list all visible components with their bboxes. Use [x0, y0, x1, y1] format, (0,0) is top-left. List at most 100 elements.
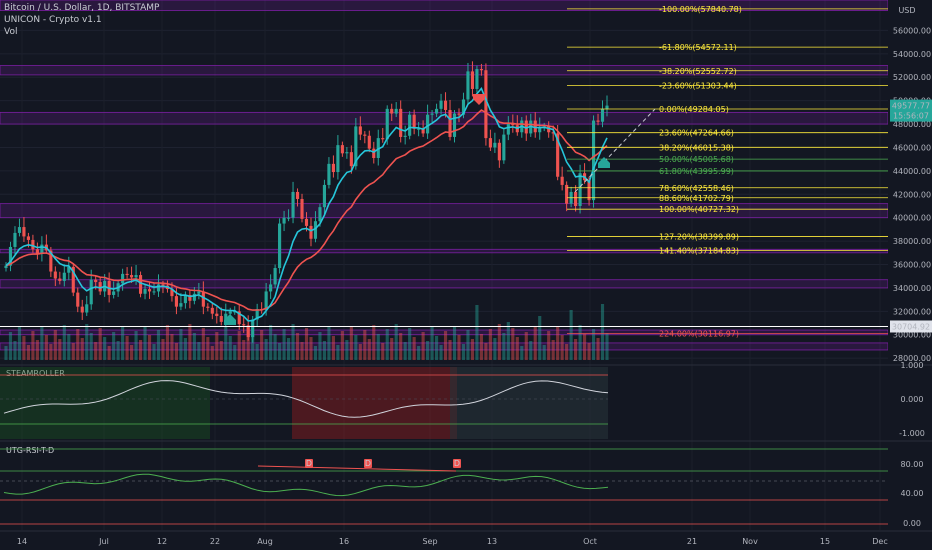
volume-bar-112	[506, 322, 510, 360]
fib-label-3: -23.60%(51303.44)	[659, 81, 737, 90]
x-tick-label-9: 21	[687, 537, 697, 546]
volume-bar-90	[408, 328, 412, 360]
candle-77	[349, 152, 353, 167]
current-price-label: 49577.77	[892, 102, 930, 111]
volume-bar-0	[4, 346, 8, 360]
volume-bar-37	[170, 334, 174, 360]
volume-bar-62	[282, 329, 286, 360]
price-zone-3	[0, 203, 889, 219]
volume-bar-57	[260, 330, 264, 360]
volume-bar-121	[547, 331, 551, 360]
candle-121	[547, 126, 551, 133]
price-tick-label-12: 32000.00	[893, 307, 931, 316]
candle-40	[183, 294, 187, 304]
candle-28	[130, 275, 134, 278]
volume-bar-108	[488, 329, 492, 360]
candle-17	[80, 306, 84, 313]
volume-bar-133	[600, 304, 605, 360]
volume-bar-77	[349, 326, 353, 360]
fib-label-2: -38.20%(52552.72)	[659, 67, 737, 76]
volume-bar-125	[565, 344, 569, 360]
candle-119	[538, 127, 542, 133]
candle-89	[403, 135, 407, 137]
candle-68	[309, 225, 313, 239]
candle-74	[336, 145, 340, 173]
candle-53	[242, 324, 246, 326]
volume-bar-17	[80, 338, 84, 360]
volume-bar-73	[331, 336, 335, 360]
ema-fast-line	[5, 86, 608, 322]
candle-62	[282, 217, 286, 224]
candle-109	[493, 142, 497, 148]
volume-bar-98	[443, 331, 448, 360]
volume-bar-55	[251, 335, 255, 360]
volume-bar-28	[130, 345, 134, 360]
volume-bar-36	[165, 325, 170, 360]
fib-label-13: 141.40%(37184.83)	[659, 247, 739, 256]
volume-bar-78	[354, 335, 358, 360]
candle-98	[443, 100, 448, 111]
price-tick-label-2: 52000.00	[893, 73, 931, 82]
x-tick-label-8: Oct	[583, 537, 597, 546]
candle-13	[62, 272, 66, 281]
fib-label-5: 23.60%(47264.66)	[659, 129, 734, 138]
sell-marker	[473, 94, 485, 105]
volume-bar-84	[381, 343, 385, 360]
steam-zone-grey	[450, 367, 608, 439]
symbol-title[interactable]: Bitcoin / U.S. Dollar, 1D, BITSTAMP	[4, 3, 160, 13]
candle-19	[89, 279, 93, 305]
candle-7	[35, 249, 39, 254]
volume-bar-35	[161, 339, 165, 360]
steam-zone-red-1	[292, 367, 457, 439]
volume-bar-6	[31, 331, 35, 360]
fib-label-11: 100.00%(40727.32)	[659, 205, 739, 214]
volume-bar-18	[85, 324, 89, 360]
volume-bar-26	[121, 327, 125, 360]
volume-bar-39	[179, 329, 183, 360]
volume-bar-104	[470, 339, 475, 360]
candle-91	[412, 114, 416, 129]
candle-64	[291, 191, 295, 218]
axis-currency-label: USD	[898, 6, 915, 15]
volume-title[interactable]: Vol	[4, 27, 18, 37]
volume-bar-9	[44, 335, 48, 360]
volume-bar-85	[385, 329, 389, 360]
steam-zone-green-1	[0, 367, 210, 439]
volume-bar-2	[13, 341, 17, 360]
x-tick-label-6: Sep	[422, 537, 437, 546]
candle-52	[237, 311, 241, 325]
x-tick-label-7: 13	[487, 537, 497, 546]
candle-82	[372, 148, 376, 159]
volume-bar-64	[291, 324, 295, 360]
candle-46	[210, 307, 214, 314]
volume-bar-12	[58, 339, 62, 360]
volume-bar-31	[143, 326, 147, 360]
candle-110	[497, 142, 501, 161]
volume-bar-51	[233, 345, 237, 360]
volume-bar-97	[439, 345, 443, 360]
volume-bar-103	[466, 330, 470, 360]
candle-35	[161, 284, 165, 286]
candle-61	[278, 223, 282, 269]
candle-83	[376, 138, 380, 159]
volume-bar-68	[309, 337, 313, 360]
candle-76	[345, 152, 349, 154]
volume-bar-123	[556, 326, 560, 360]
badge-price-label: 30704.92	[892, 322, 930, 331]
candle-131	[591, 120, 596, 201]
volume-bar-50	[228, 336, 232, 360]
indicator-title[interactable]: UNICON - Crypto v1.1	[4, 15, 102, 25]
volume-bar-122	[551, 340, 555, 360]
candle-55	[251, 319, 255, 338]
candle-128	[578, 173, 582, 206]
candle-103	[466, 71, 470, 100]
volume-bar-69	[313, 346, 318, 360]
candle-11	[53, 271, 57, 279]
candle-20	[94, 279, 98, 283]
price-tick-label-4: 48000.00	[893, 120, 931, 129]
volume-bar-109	[493, 338, 497, 360]
candle-49	[224, 313, 228, 322]
volume-bar-75	[340, 331, 344, 360]
